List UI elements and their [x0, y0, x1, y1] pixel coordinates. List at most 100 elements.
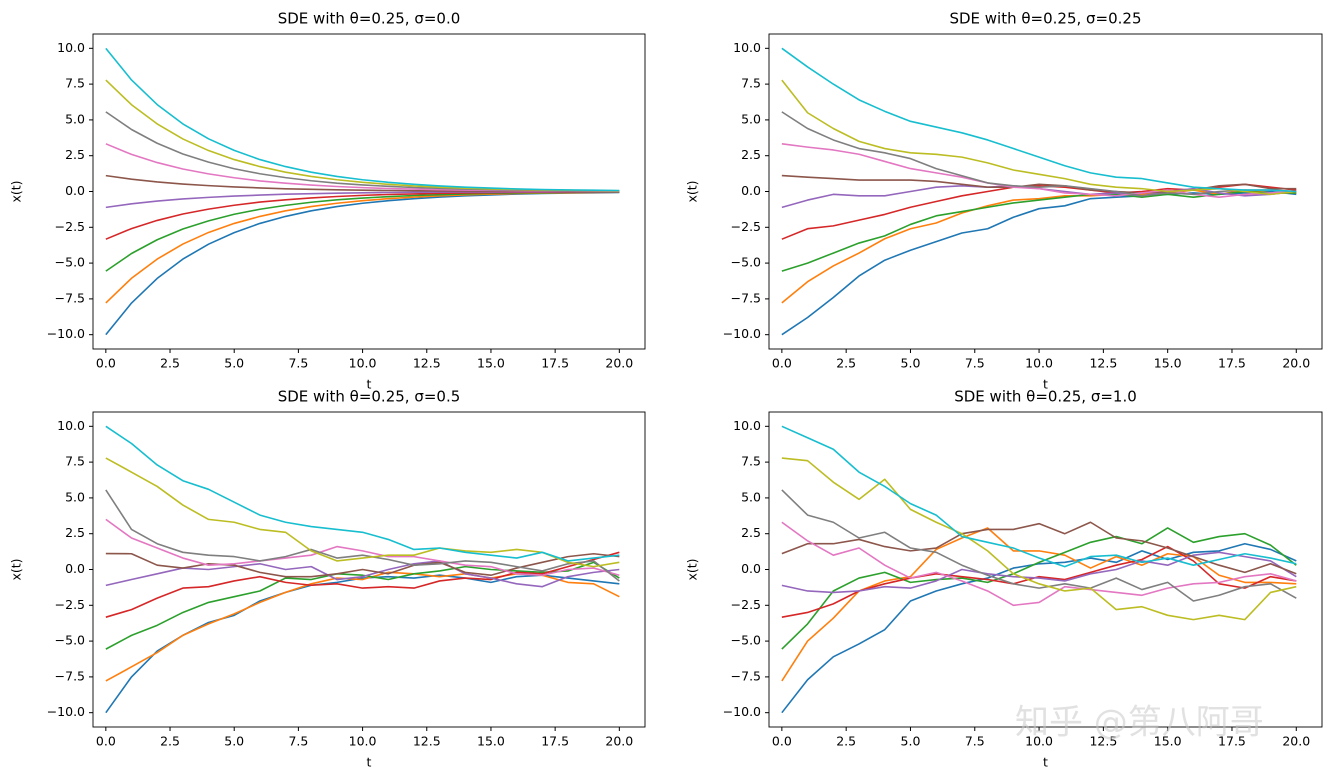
y-tick-label: 0.0 [741, 561, 761, 576]
series-line [781, 527, 1297, 650]
series-line [781, 143, 1297, 199]
series-line [781, 489, 1297, 602]
watermark: 知乎 @第八阿哥 [1015, 703, 1264, 743]
series-line [105, 518, 620, 577]
series-line [781, 111, 1297, 197]
y-tick-label: 0.0 [741, 183, 761, 198]
x-tick-label: 12.5 [1089, 734, 1117, 749]
y-tick-label: −5.0 [55, 255, 85, 270]
series-line [781, 174, 1297, 194]
x-tick-label: 5.0 [224, 734, 244, 749]
series-line [781, 190, 1297, 272]
series-line [781, 527, 1297, 682]
x-tick-label: 10.0 [1025, 356, 1053, 371]
series-line [781, 521, 1297, 607]
series-line [105, 551, 620, 618]
series-line [105, 457, 620, 568]
x-tick-label: 15.0 [1154, 356, 1182, 371]
x-tick-label: 10.0 [349, 734, 377, 749]
series-line [781, 79, 1297, 196]
y-tick-label: 7.5 [65, 454, 85, 469]
series-line [105, 560, 620, 588]
chart-title: SDE with θ=0.25, σ=0.25 [949, 10, 1141, 28]
x-tick-label: 7.5 [288, 356, 308, 371]
chart-title: SDE with θ=0.25, σ=0.0 [278, 10, 461, 28]
y-tick-label: 2.5 [65, 525, 85, 540]
series-line [781, 551, 1297, 594]
y-tick-label: 10.0 [57, 40, 85, 55]
series-line [781, 542, 1297, 714]
y-tick-label: 2.5 [741, 147, 761, 162]
y-tick-label: 2.5 [65, 147, 85, 162]
plot-area [105, 425, 620, 714]
x-tick-label: 2.5 [160, 356, 180, 371]
y-tick-label: 5.0 [741, 489, 761, 504]
x-tick-label: 2.5 [836, 734, 856, 749]
y-axis-label: x(t) [9, 558, 24, 580]
x-tick-label: 12.5 [413, 734, 441, 749]
y-tick-label: −10.0 [723, 704, 761, 719]
x-tick-label: 5.0 [901, 734, 921, 749]
x-tick-label: 12.5 [413, 356, 441, 371]
series-line [105, 561, 620, 650]
y-tick-label: −2.5 [55, 219, 85, 234]
x-tick-label: 20.0 [1282, 734, 1310, 749]
x-tick-label: 7.5 [965, 734, 985, 749]
plot-area [781, 425, 1297, 714]
y-tick-label: −2.5 [731, 219, 761, 234]
series-line [105, 425, 620, 562]
x-tick-label: 0.0 [772, 356, 792, 371]
y-tick-label: 10.0 [733, 418, 761, 433]
y-tick-label: −10.0 [47, 704, 85, 719]
y-tick-label: 7.5 [741, 454, 761, 469]
x-tick-label: 20.0 [1282, 356, 1310, 371]
series-line [105, 489, 620, 582]
x-tick-label: 15.0 [477, 356, 505, 371]
y-tick-label: 5.0 [65, 489, 85, 504]
x-tick-label: 12.5 [1089, 356, 1117, 371]
y-axis-label: x(t) [685, 558, 700, 580]
y-tick-label: 7.5 [741, 76, 761, 91]
series-line [781, 47, 1297, 193]
y-tick-label: −2.5 [55, 597, 85, 612]
y-axis-label: x(t) [685, 180, 700, 202]
x-tick-label: 5.0 [224, 356, 244, 371]
x-tick-label: 15.0 [477, 734, 505, 749]
series-line [781, 190, 1297, 336]
plot-area [781, 47, 1297, 336]
y-tick-label: 7.5 [65, 76, 85, 91]
x-tick-label: 0.0 [772, 734, 792, 749]
x-tick-label: 7.5 [288, 734, 308, 749]
chart-title: SDE with θ=0.25, σ=1.0 [954, 388, 1137, 406]
x-tick-label: 2.5 [836, 356, 856, 371]
series-line [781, 545, 1297, 618]
series-line [105, 47, 620, 192]
y-tick-label: 10.0 [57, 418, 85, 433]
x-tick-label: 0.0 [96, 734, 116, 749]
y-tick-label: 5.0 [65, 111, 85, 126]
x-tick-label: 17.5 [541, 734, 569, 749]
y-tick-label: −5.0 [55, 633, 85, 648]
y-tick-label: −2.5 [731, 597, 761, 612]
y-tick-label: −10.0 [723, 326, 761, 341]
y-tick-label: −5.0 [731, 255, 761, 270]
series-line [105, 552, 620, 578]
series-line [781, 521, 1297, 575]
x-tick-label: 5.0 [901, 356, 921, 371]
x-tick-label: 10.0 [349, 356, 377, 371]
y-tick-label: −5.0 [731, 633, 761, 648]
plot-area [105, 47, 620, 336]
x-axis-label: t [1043, 377, 1048, 392]
x-tick-label: 17.5 [1218, 734, 1246, 749]
y-tick-label: −7.5 [731, 290, 761, 305]
y-tick-label: −7.5 [55, 290, 85, 305]
y-tick-label: 0.0 [65, 561, 85, 576]
y-tick-label: −7.5 [55, 668, 85, 683]
x-tick-label: 20.0 [605, 734, 633, 749]
x-tick-label: 20.0 [605, 356, 633, 371]
y-tick-label: −10.0 [47, 326, 85, 341]
x-tick-label: 0.0 [96, 356, 116, 371]
x-tick-label: 17.5 [541, 356, 569, 371]
